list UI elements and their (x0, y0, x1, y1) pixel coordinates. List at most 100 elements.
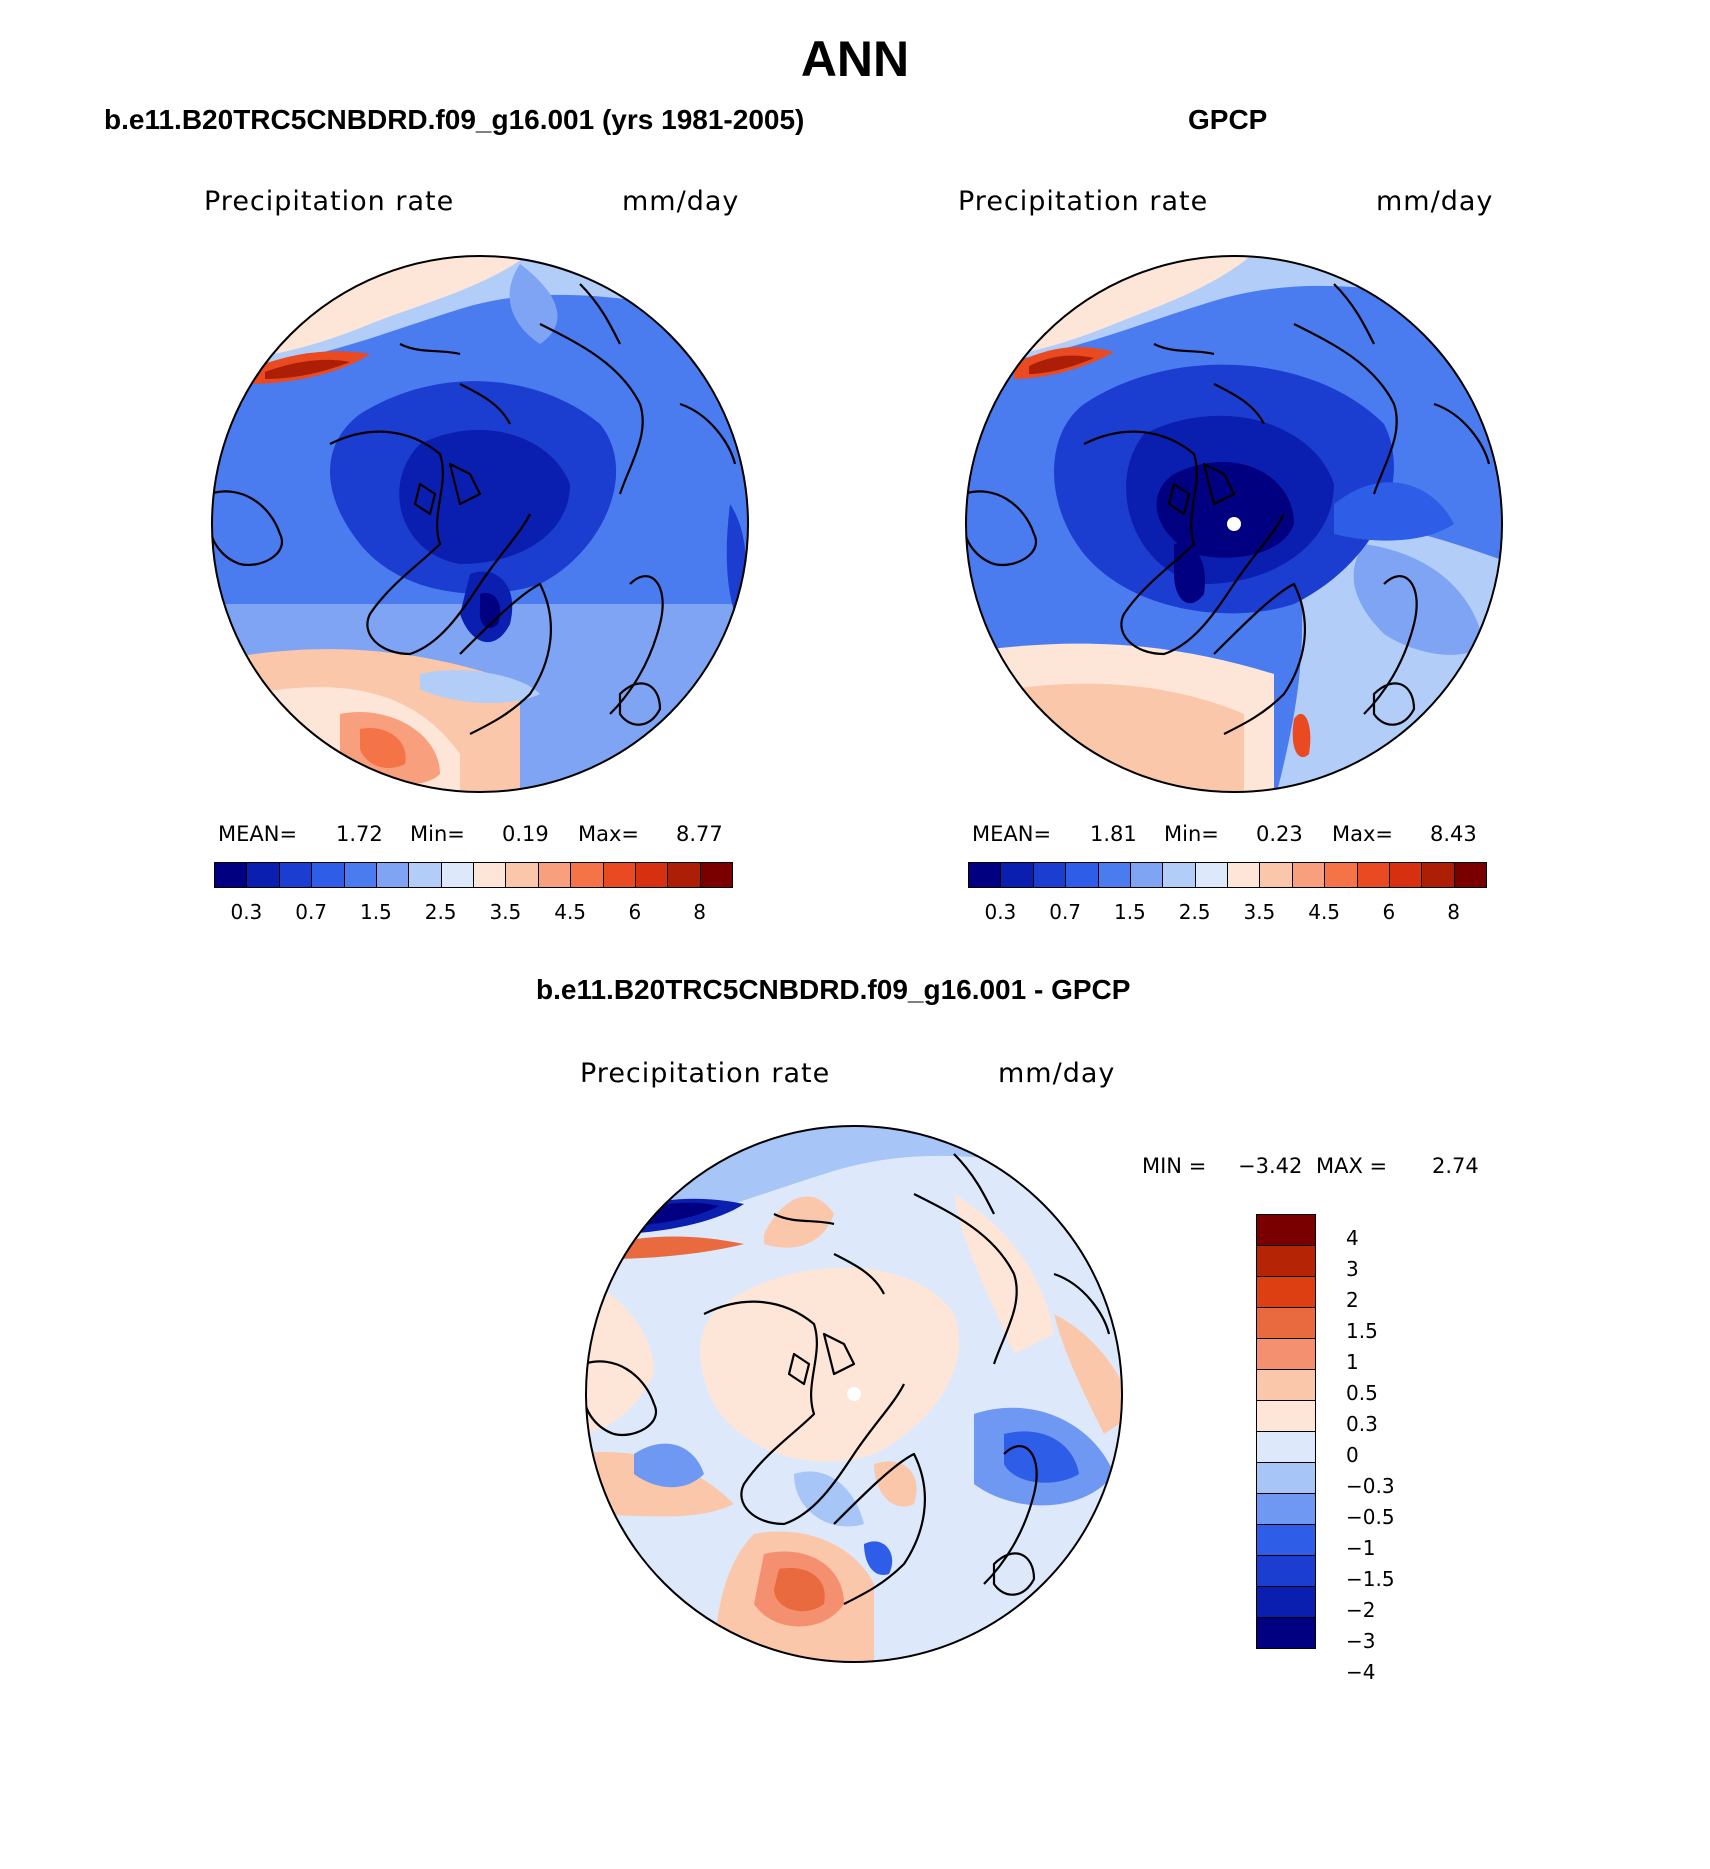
colorbar-swatch (1194, 862, 1228, 888)
colorbar-swatch (246, 862, 280, 888)
panel1-polar-map (211, 255, 749, 793)
colorbar-tick-label: −0.3 (1346, 1474, 1395, 1498)
panel3-colorbar-ticks: 4 3 2 1.5 1 0.5 0.3 0 −0.3 −0.5 −1 −1.5 −2 −3 −4 (1346, 1214, 1446, 1684)
panel1-colorbar (214, 862, 733, 888)
colorbar-swatch (1256, 1524, 1316, 1556)
colorbar-tick-label: 1.5 (359, 900, 392, 924)
panel1-max-label: Max= (578, 822, 640, 846)
panel2-mean-label: MEAN= (972, 822, 1052, 846)
colorbar-tick-label: 4.5 (1308, 900, 1341, 924)
panel2-colorbar (968, 862, 1487, 888)
panel1-units-label: mm/day (622, 186, 740, 217)
colorbar-tick-label: −1 (1346, 1536, 1376, 1560)
colorbar-tick-label: 6 (1382, 900, 1396, 924)
colorbar-tick-label: 8 (1447, 900, 1460, 924)
colorbar-swatch (1453, 862, 1487, 888)
panel2-mean-value: 1.81 (1090, 822, 1137, 846)
colorbar-swatch (1256, 1214, 1316, 1246)
colorbar-tick-label: 0.3 (1346, 1412, 1378, 1436)
colorbar-swatch (1129, 862, 1164, 888)
colorbar-swatch (278, 862, 313, 888)
panel1-max-value: 8.77 (676, 822, 723, 846)
colorbar-swatch (602, 862, 636, 888)
panel3-min-label: MIN = (1142, 1154, 1207, 1178)
colorbar-swatch (440, 862, 474, 888)
colorbar-swatch (634, 862, 669, 888)
colorbar-tick-label: −4 (1346, 1660, 1376, 1684)
figure-title: ANN (800, 31, 910, 87)
colorbar-swatch (1256, 1369, 1316, 1401)
panel3-max-value: 2.74 (1432, 1154, 1479, 1178)
colorbar-swatch (311, 862, 345, 888)
colorbar-swatch (214, 862, 248, 888)
colorbar-tick-label: 0.7 (295, 900, 328, 924)
colorbar-swatch (1291, 862, 1326, 888)
colorbar-tick-label: −2 (1346, 1598, 1376, 1622)
colorbar-tick-label: 1 (1346, 1350, 1359, 1374)
colorbar-swatch (1256, 1276, 1316, 1308)
colorbar-tick-label: 4 (1346, 1226, 1359, 1250)
colorbar-swatch (1256, 1431, 1316, 1463)
colorbar-swatch (1256, 1245, 1316, 1277)
panel2-units-label: mm/day (1376, 186, 1494, 217)
panel2-colorbar-ticks: 0.3 0.7 1.5 2.5 3.5 4.5 6 8 (968, 900, 1486, 924)
panel3-max-label: MAX = (1316, 1154, 1388, 1178)
panel2-polar-map (965, 255, 1503, 793)
colorbar-tick-label: 3.5 (489, 900, 522, 924)
colorbar-swatch (408, 862, 442, 888)
colorbar-swatch (699, 862, 733, 888)
colorbar-tick-label: 2.5 (1178, 900, 1211, 924)
colorbar-swatch (1356, 862, 1390, 888)
colorbar-tick-label: 0.3 (230, 900, 263, 924)
colorbar-swatch (1256, 1307, 1316, 1339)
colorbar-swatch (343, 862, 377, 888)
colorbar-swatch (473, 862, 507, 888)
colorbar-tick-label: 6 (628, 900, 642, 924)
panel1-min-value: 0.19 (502, 822, 549, 846)
panel2-min-label: Min= (1164, 822, 1219, 846)
colorbar-swatch (968, 862, 1002, 888)
colorbar-tick-label: 2 (1346, 1288, 1359, 1312)
colorbar-tick-label: 0 (1346, 1443, 1359, 1467)
colorbar-swatch (1388, 862, 1423, 888)
colorbar-swatch (1097, 862, 1131, 888)
panel1-mean-value: 1.72 (336, 822, 383, 846)
colorbar-swatch (1162, 862, 1196, 888)
panel2-max-label: Max= (1332, 822, 1394, 846)
colorbar-swatch (1256, 1493, 1316, 1525)
colorbar-swatch (1256, 1555, 1316, 1587)
panel2-max-value: 8.43 (1430, 822, 1477, 846)
colorbar-tick-label: 0.5 (1346, 1381, 1378, 1405)
panel1-colorbar-ticks: 0.3 0.7 1.5 2.5 3.5 4.5 6 8 (214, 900, 732, 924)
colorbar-tick-label: 2.5 (424, 900, 457, 924)
colorbar-tick-label: 3.5 (1243, 900, 1276, 924)
panel3-min-value: −3.42 (1238, 1154, 1303, 1178)
panel2-title: GPCP (1188, 104, 1268, 135)
colorbar-swatch (375, 862, 410, 888)
colorbar-swatch (1256, 1586, 1316, 1618)
colorbar-tick-label: 3 (1346, 1257, 1359, 1281)
colorbar-tick-label: 0.3 (984, 900, 1017, 924)
colorbar-swatch (570, 862, 604, 888)
panel2-variable-label: Precipitation rate (958, 186, 1209, 217)
colorbar-swatch (1256, 1617, 1316, 1649)
panel1-min-label: Min= (410, 822, 465, 846)
colorbar-swatch (1065, 862, 1099, 888)
panel2-min-value: 0.23 (1256, 822, 1303, 846)
panel3-variable-label: Precipitation rate (580, 1058, 831, 1089)
panel1-mean-label: MEAN= (218, 822, 298, 846)
colorbar-swatch (537, 862, 572, 888)
panel1-variable-label: Precipitation rate (204, 186, 455, 217)
colorbar-tick-label: −1.5 (1346, 1567, 1395, 1591)
colorbar-tick-label: −0.5 (1346, 1505, 1395, 1529)
panel3-units-label: mm/day (998, 1058, 1116, 1089)
colorbar-swatch (1000, 862, 1034, 888)
panel3-polar-map (585, 1125, 1123, 1663)
panel1-title: b.e11.B20TRC5CNBDRD.f09_g16.001 (yrs 198… (104, 104, 805, 135)
colorbar-swatch (1324, 862, 1358, 888)
colorbar-swatch (1032, 862, 1067, 888)
colorbar-tick-label: 1.5 (1113, 900, 1146, 924)
colorbar-tick-label: 1.5 (1346, 1319, 1378, 1343)
colorbar-swatch (505, 862, 539, 888)
colorbar-swatch (1256, 1338, 1316, 1370)
